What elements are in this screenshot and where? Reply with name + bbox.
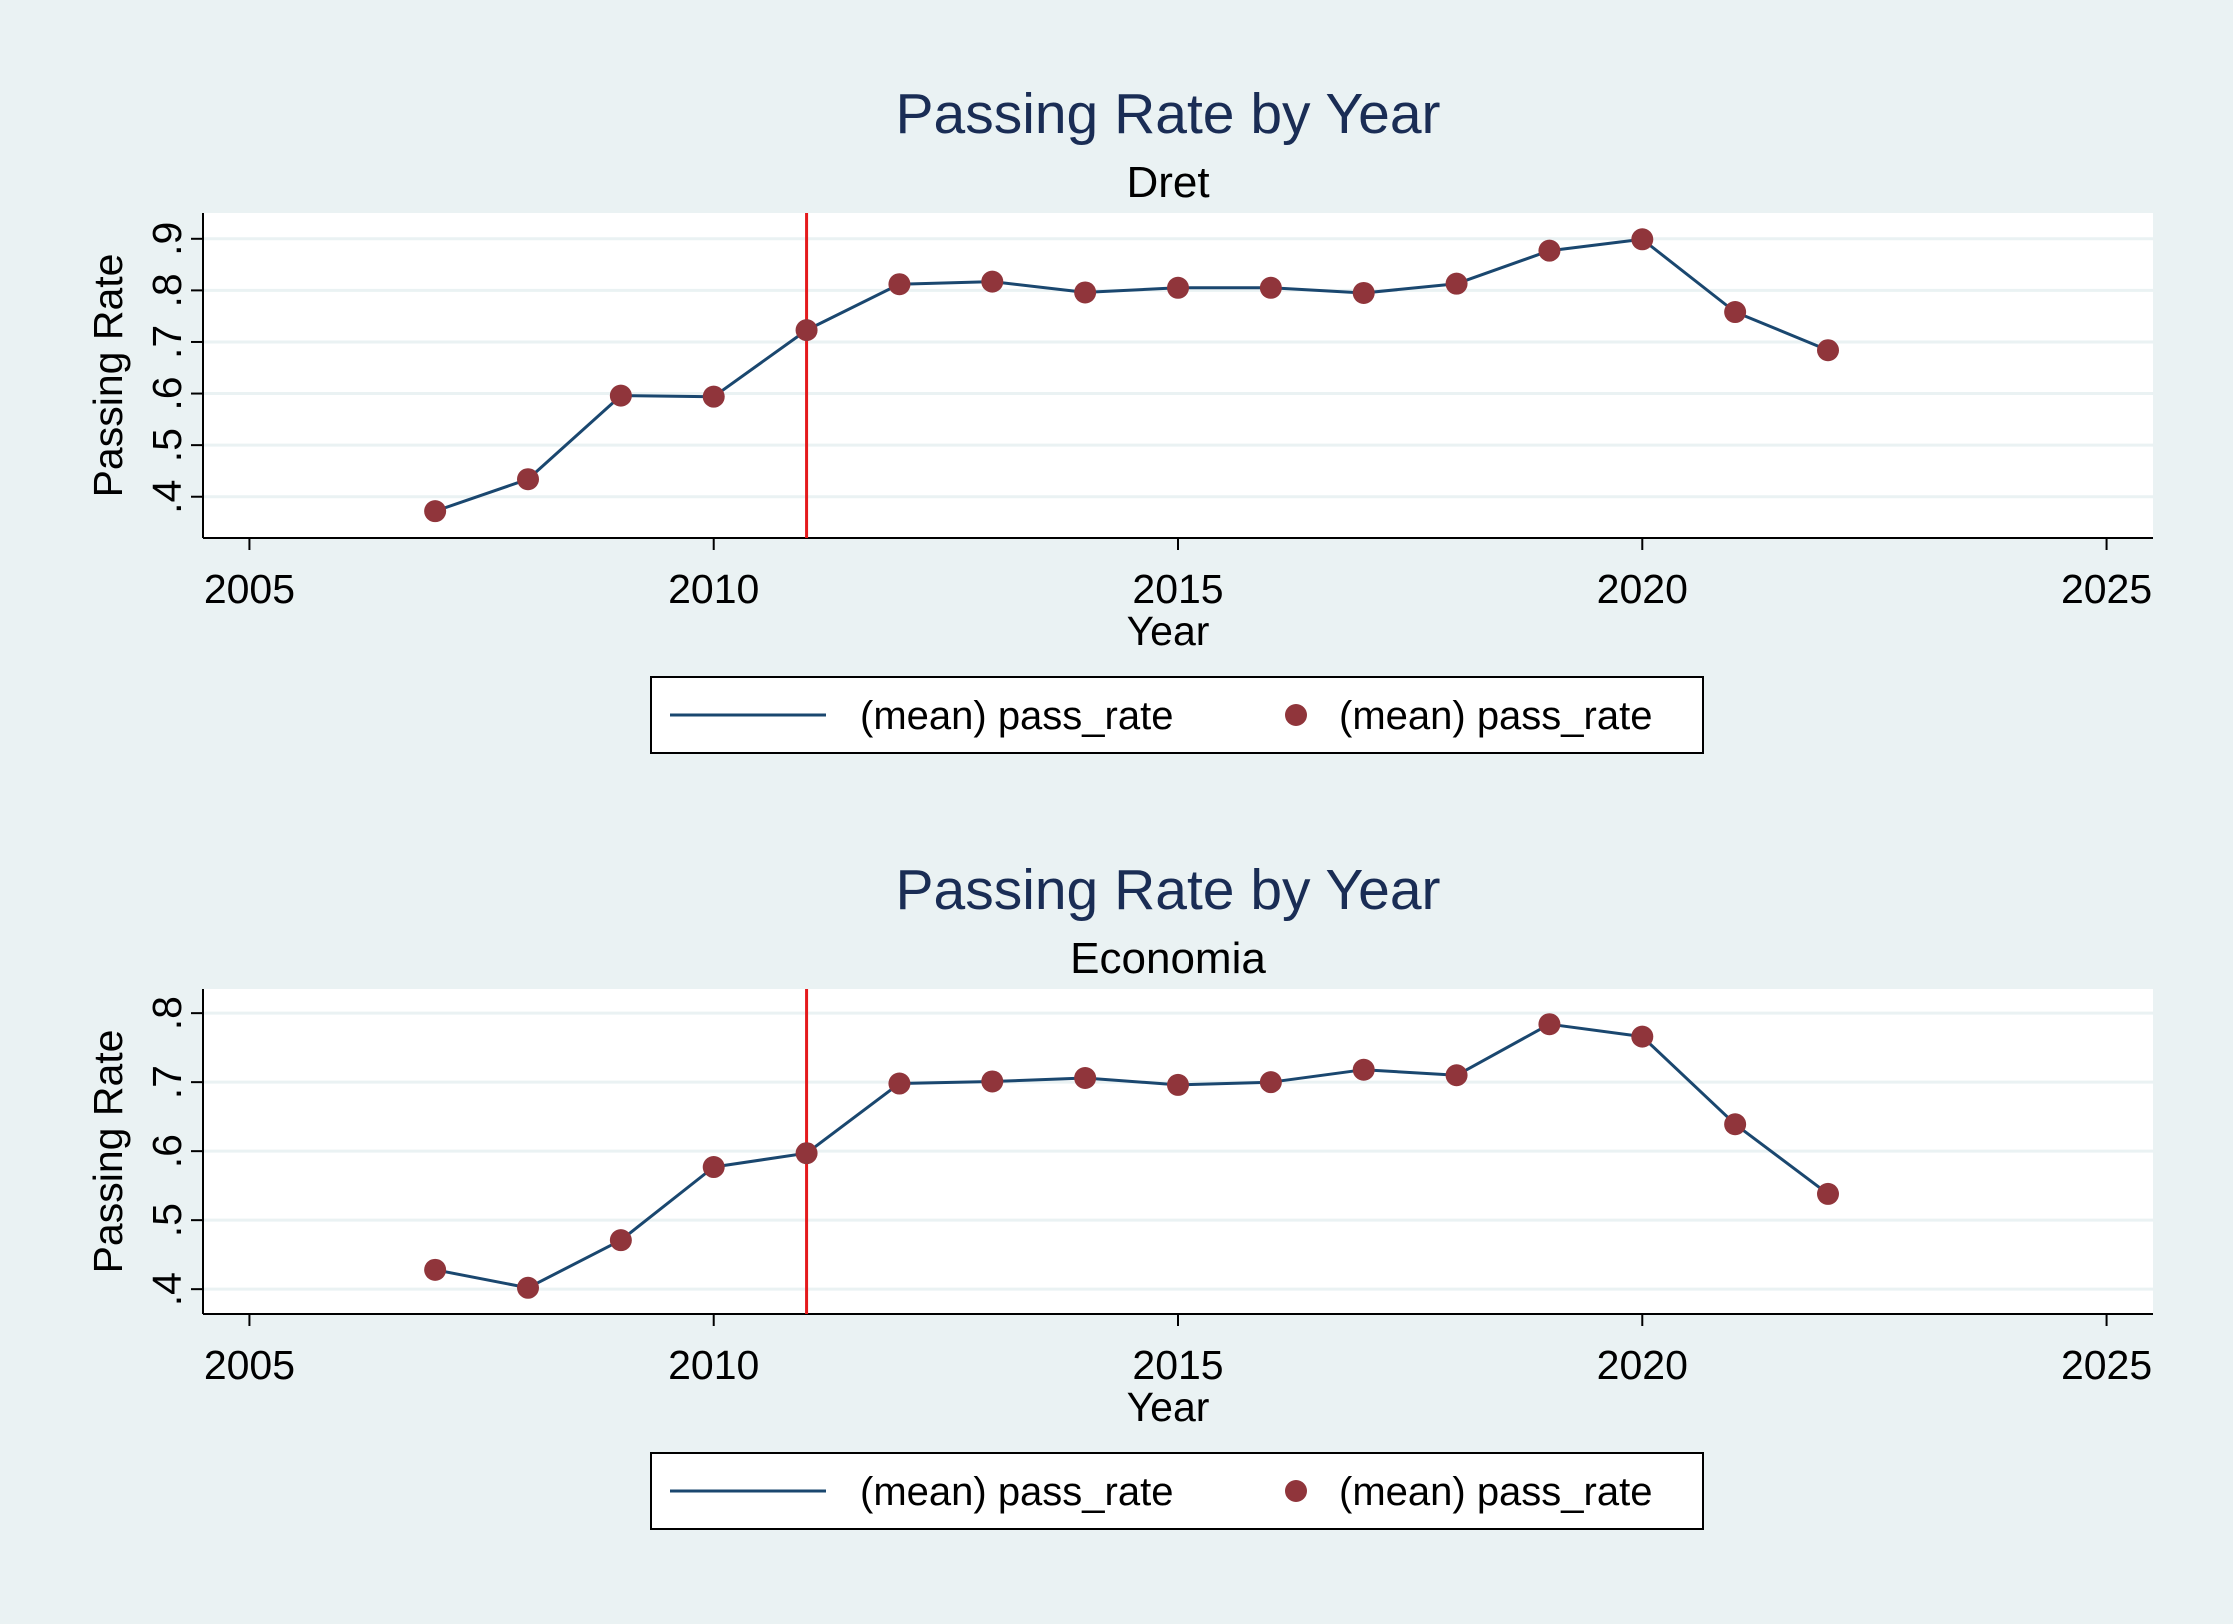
y-tick-label: .4 <box>144 480 190 514</box>
x-tick-label: 2025 <box>2061 566 2152 612</box>
x-tick-label: 2010 <box>668 1342 759 1388</box>
data-point-2020 <box>1631 1025 1654 1048</box>
x-axis-title: Year <box>1127 608 1210 654</box>
data-point-2022 <box>1817 1182 1839 1205</box>
y-tick-label: .8 <box>144 273 190 307</box>
data-point-2015 <box>1167 276 1189 299</box>
data-point-2017 <box>1352 281 1375 304</box>
data-point-2014 <box>1074 281 1097 304</box>
x-tick-label: 2015 <box>1132 1342 1223 1388</box>
data-point-2015 <box>1167 1073 1189 1096</box>
data-point-2009 <box>609 1229 632 1252</box>
data-point-2010 <box>702 385 725 408</box>
data-point-2012 <box>888 273 911 296</box>
data-point-2010 <box>702 1156 725 1179</box>
legend-label-line: (mean) pass_rate <box>860 1470 1173 1514</box>
data-point-2020 <box>1631 228 1654 251</box>
legend-box <box>650 676 1704 754</box>
y-axis-title: Passing Rate <box>85 254 131 498</box>
x-axis-title: Year <box>1127 1384 1210 1430</box>
data-point-2011 <box>795 1142 818 1165</box>
data-point-2007 <box>424 500 447 523</box>
y-tick-label: .4 <box>144 1272 190 1306</box>
legend-label-marker: (mean) pass_rate <box>1339 1470 1652 1514</box>
data-point-2014 <box>1074 1067 1097 1090</box>
data-point-2019 <box>1538 1013 1561 1036</box>
y-tick-label: .7 <box>144 1065 190 1099</box>
chart-panel-2: Passing Rate by Year Economia .4 .5 .6 .7 .8 20… <box>85 858 2153 1530</box>
data-point-2016 <box>1259 1071 1282 1094</box>
y-tick-label: .7 <box>144 325 190 359</box>
chart-panel-1: Passing Rate by Year Dret .4 .5 .6 .7 .8 .9 2005… <box>85 82 2153 754</box>
data-point-2018 <box>1445 272 1468 295</box>
data-point-2011 <box>795 319 818 342</box>
chart-subtitle: Economia <box>1070 934 1266 983</box>
chart-title: Passing Rate by Year <box>895 82 1440 146</box>
x-tick-label: 2020 <box>1597 566 1688 612</box>
data-point-2013 <box>981 1070 1004 1093</box>
data-point-2009 <box>609 384 632 407</box>
x-tick-label: 2025 <box>2061 1342 2152 1388</box>
y-tick-label: .8 <box>144 996 190 1030</box>
legend-label-marker: (mean) pass_rate <box>1339 694 1652 738</box>
x-tick-label: 2010 <box>668 566 759 612</box>
data-point-2007 <box>424 1258 447 1281</box>
legend-marker-symbol <box>1285 704 1307 726</box>
chart-title: Passing Rate by Year <box>895 858 1440 922</box>
y-tick-label: .5 <box>144 428 190 462</box>
y-axis-title: Passing Rate <box>85 1030 131 1274</box>
data-point-2008 <box>517 468 539 491</box>
x-tick-label: 2005 <box>204 1342 295 1388</box>
data-point-2021 <box>1724 1113 1747 1136</box>
legend-label-line: (mean) pass_rate <box>860 694 1173 738</box>
y-tick-label: .5 <box>144 1203 190 1237</box>
data-point-2018 <box>1445 1064 1468 1087</box>
y-tick-label: .9 <box>144 222 190 256</box>
data-point-2019 <box>1538 239 1561 262</box>
x-tick-label: 2005 <box>204 566 295 612</box>
data-point-2016 <box>1259 276 1282 299</box>
x-tick-label: 2015 <box>1132 566 1223 612</box>
y-tick-label: .6 <box>144 1134 190 1168</box>
data-point-2022 <box>1817 339 1839 362</box>
data-point-2008 <box>517 1276 539 1299</box>
data-point-2012 <box>888 1072 911 1095</box>
chart-subtitle: Dret <box>1126 158 1209 207</box>
data-point-2013 <box>981 270 1004 293</box>
legend-box <box>650 1452 1704 1530</box>
series-line <box>434 237 1829 513</box>
series-line <box>434 1022 1829 1290</box>
x-tick-label: 2020 <box>1597 1342 1688 1388</box>
legend-marker-symbol <box>1285 1480 1307 1502</box>
data-point-2021 <box>1724 301 1747 324</box>
data-point-2017 <box>1352 1058 1375 1081</box>
y-tick-label: .6 <box>144 376 190 410</box>
